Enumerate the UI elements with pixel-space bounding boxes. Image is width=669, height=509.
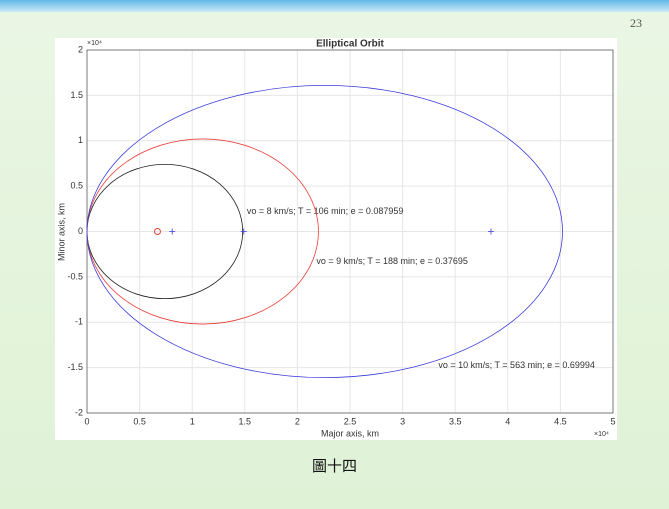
y-axis-label: Minor axis, km xyxy=(56,203,66,261)
orbit xyxy=(86,84,563,379)
marker xyxy=(153,228,161,235)
x-tick-label: 4 xyxy=(505,416,510,426)
orbit-annotation: vo = 9 km/s; T = 188 min; e = 0.37695 xyxy=(316,256,468,266)
x-tick-label: 4.5 xyxy=(554,416,567,426)
y-tick-label: -2 xyxy=(75,407,83,417)
caption: 圖十四 xyxy=(311,458,357,475)
x-tick-label: 0 xyxy=(84,416,89,426)
orbit-annotation: vo = 10 km/s; T = 563 min; e = 0.69994 xyxy=(438,360,595,370)
marker xyxy=(487,228,494,235)
x-tick-label: 5 xyxy=(610,416,615,426)
y-tick-label: 1.5 xyxy=(70,90,83,100)
x-tick-label: 3.5 xyxy=(449,416,462,426)
x-tick-label: 3 xyxy=(400,416,405,426)
y-tick-label: 0 xyxy=(78,226,83,236)
y-tick-label: 2 xyxy=(78,44,83,54)
page-number: 23 xyxy=(630,16,642,30)
marker xyxy=(240,228,247,235)
y-tick-label: -0.5 xyxy=(67,271,83,281)
y-tick-label: 1 xyxy=(78,135,83,145)
x-tick-label: 0.5 xyxy=(133,416,146,426)
top-bar xyxy=(0,0,669,12)
x-tick-label: 2.5 xyxy=(344,416,357,426)
chart-background xyxy=(55,38,617,440)
x-tick-label: 1.5 xyxy=(239,416,252,426)
marker xyxy=(169,228,176,235)
y-exponent: ×10⁴ xyxy=(87,40,102,47)
x-tick-label: 1 xyxy=(190,416,195,426)
orbit-annotation: vo = 8 km/s; T = 106 min; e = 0.087959 xyxy=(247,206,404,216)
y-tick-label: 0.5 xyxy=(70,181,83,191)
y-tick-label: -1.5 xyxy=(67,362,83,372)
chart-title: Elliptical Orbit xyxy=(316,39,384,50)
x-axis-label: Major axis, km xyxy=(321,428,379,438)
x-exponent: ×10⁴ xyxy=(594,431,609,438)
x-tick-label: 2 xyxy=(295,416,300,426)
y-tick-label: -1 xyxy=(75,317,83,327)
